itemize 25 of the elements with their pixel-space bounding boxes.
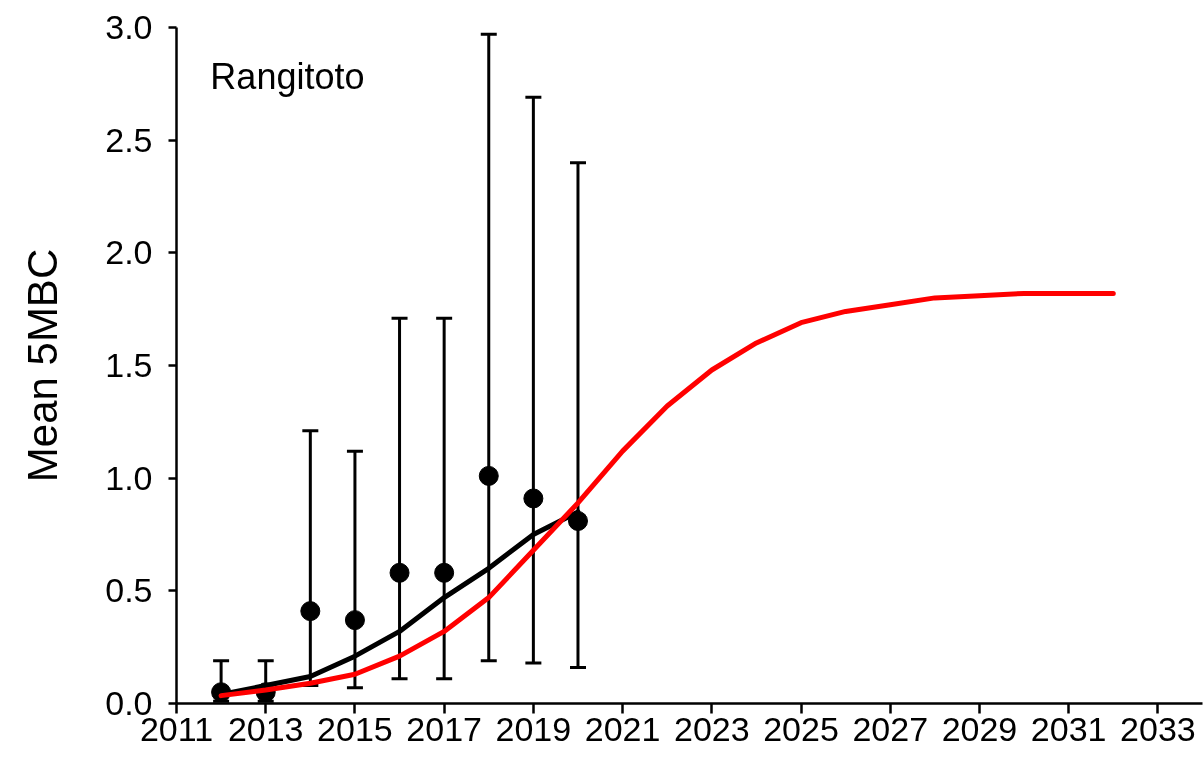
x-tick-label: 2019 [495, 709, 572, 748]
y-tick-label: 1.5 [105, 346, 153, 384]
x-tick-label: 2023 [673, 709, 750, 748]
y-tick-label: 0.5 [105, 571, 153, 610]
x-tick-label: 2015 [317, 709, 393, 748]
x-tick-label: 2017 [406, 709, 482, 748]
point [434, 562, 455, 583]
point [523, 488, 544, 509]
x-tick-label: 2013 [227, 709, 304, 748]
x-tick-label: 2027 [852, 709, 929, 748]
point [344, 610, 365, 631]
x-tick-label: 2029 [941, 709, 1018, 748]
x-tick-label: 2033 [1120, 709, 1196, 748]
point [478, 465, 499, 486]
x-tick-label: 2031 [1030, 709, 1107, 748]
y-tick-label: 2.5 [105, 120, 153, 159]
point [389, 562, 410, 583]
y-tick-label: 3.0 [105, 8, 153, 46]
y-tick-label: 1.0 [105, 458, 153, 497]
x-tick-label: 2025 [763, 709, 839, 748]
y-tick-label: 2.0 [105, 233, 153, 272]
annotation: Rangitoto [210, 56, 365, 98]
point [300, 601, 321, 622]
x-tick-label: 2021 [584, 709, 661, 748]
y-axis-title: Mean 5MBC [19, 248, 67, 483]
